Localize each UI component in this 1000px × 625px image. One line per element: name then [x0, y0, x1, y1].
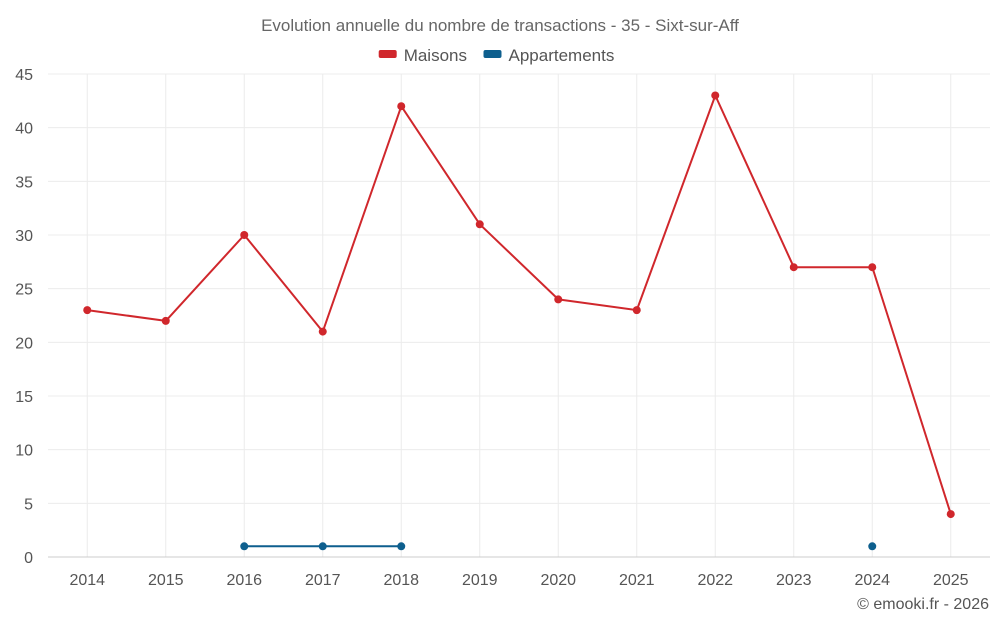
- data-point: [397, 102, 406, 111]
- x-tick-label: 2016: [226, 572, 262, 589]
- y-tick-label: 25: [15, 282, 33, 299]
- data-point: [397, 542, 406, 551]
- x-tick-label: 2017: [305, 572, 341, 589]
- y-tick-label: 30: [15, 228, 33, 245]
- data-point: [318, 542, 327, 551]
- legend-item-appartements: Appartements: [483, 46, 615, 65]
- x-tick-label: 2019: [462, 572, 498, 589]
- x-tick-label: 2018: [383, 572, 419, 589]
- series-maisons: [83, 91, 955, 519]
- y-axis: 0 5 10 15 20 25 30 35 40 45: [15, 67, 33, 567]
- data-point: [554, 295, 563, 304]
- x-tick-label: 2025: [933, 572, 969, 589]
- legend-label: Appartements: [509, 46, 615, 65]
- x-tick-label: 2015: [148, 572, 184, 589]
- legend: Maisons Appartements: [378, 46, 615, 65]
- y-tick-label: 15: [15, 389, 33, 406]
- data-point: [632, 306, 641, 315]
- legend-label: Maisons: [404, 46, 467, 65]
- data-point: [868, 542, 877, 551]
- data-point: [789, 263, 798, 272]
- series-layer: [83, 91, 955, 551]
- data-point: [868, 263, 877, 272]
- series-line: [87, 94, 952, 515]
- data-point: [161, 316, 170, 325]
- data-point: [240, 542, 249, 551]
- y-tick-label: 5: [24, 496, 33, 513]
- data-point: [83, 306, 92, 315]
- x-tick-label: 2023: [776, 572, 812, 589]
- x-axis: 2014 2015 2016 2017 2018 2019 2020 2021 2022 2023…: [48, 556, 990, 589]
- data-point: [318, 327, 327, 336]
- x-tick-label: 2020: [540, 572, 576, 589]
- y-tick-label: 0: [24, 550, 33, 567]
- data-point: [711, 91, 720, 100]
- chart-title: Evolution annuelle du nombre de transact…: [261, 16, 739, 35]
- x-tick-label: 2021: [619, 572, 655, 589]
- x-tick-label: 2022: [697, 572, 733, 589]
- legend-item-maisons: Maisons: [378, 46, 467, 65]
- data-point: [946, 510, 955, 519]
- y-tick-label: 45: [15, 67, 33, 84]
- series-appartements: [240, 542, 877, 551]
- y-tick-label: 35: [15, 174, 33, 191]
- credit-text: © emooki.fr - 2026: [857, 596, 989, 613]
- legend-swatch: [483, 50, 502, 58]
- x-tick-label: 2014: [69, 572, 105, 589]
- y-tick-label: 20: [15, 335, 33, 352]
- data-point: [475, 220, 484, 229]
- x-tick-label: 2024: [854, 572, 890, 589]
- legend-swatch: [378, 50, 397, 58]
- y-tick-label: 10: [15, 443, 33, 460]
- data-point: [240, 231, 249, 239]
- y-tick-label: 40: [15, 121, 33, 138]
- grid: [48, 73, 990, 557]
